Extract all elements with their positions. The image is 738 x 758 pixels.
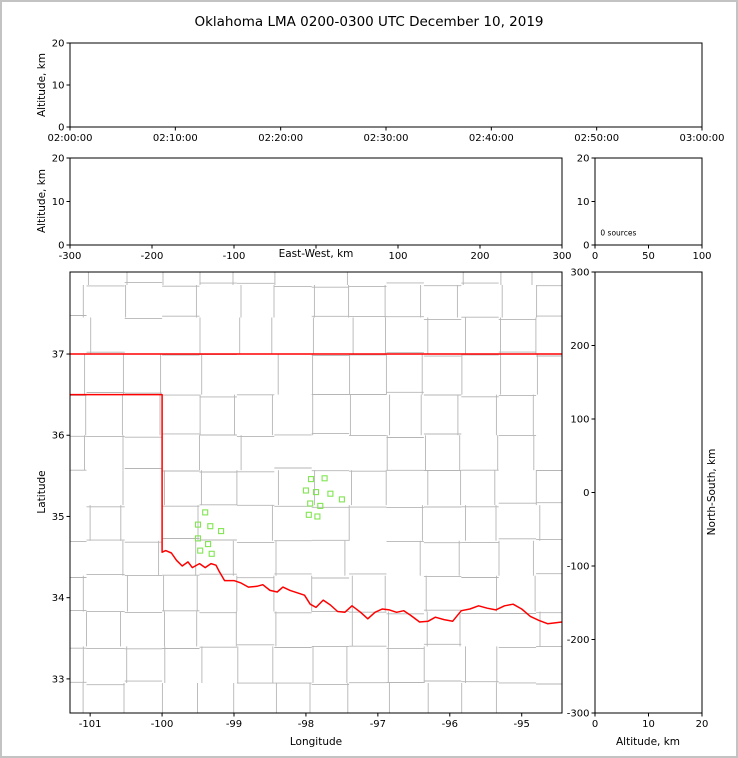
x-tick-label: 02:40:00 xyxy=(469,133,514,144)
alt_time-frame xyxy=(69,42,703,128)
alt_ns-panel: 0 10 20 -300 -200 -100 0 100 200 300 xyxy=(567,268,709,731)
alt_ew-panel: -300 -200 -100 100 200 300 0 10 20 xyxy=(52,154,572,263)
y-tick-label: 10 xyxy=(52,197,65,208)
y-tick-label: 35 xyxy=(52,512,65,523)
station-marker xyxy=(194,521,202,528)
ylabel-altitude-ew-panel: Altitude, km xyxy=(36,168,48,234)
station-marker xyxy=(321,475,328,482)
x-tick-label: -98 xyxy=(298,719,314,730)
y-tick-label: -200 xyxy=(567,635,590,646)
station-marker xyxy=(307,500,314,507)
y-tick-label: 100 xyxy=(570,415,589,426)
station-marker xyxy=(302,487,309,494)
y-tick-label: 37 xyxy=(52,350,65,361)
x-tick-label: 20 xyxy=(696,719,709,730)
x-tick-label: 02:50:00 xyxy=(574,133,619,144)
station-marker xyxy=(205,541,212,548)
x-tick-label: 03:00:00 xyxy=(680,133,725,144)
x-tick-label: -96 xyxy=(442,719,458,730)
x-tick-label: 50 xyxy=(642,251,655,262)
alt_ns-frame xyxy=(594,271,703,714)
xlabel-altitude-ns-panel: Altitude, km xyxy=(615,736,681,748)
x-tick-label: 100 xyxy=(692,251,711,262)
y-tick-label: 20 xyxy=(52,39,65,50)
xlabel-longitude: Longitude xyxy=(289,736,343,748)
county-boundaries xyxy=(70,272,562,713)
y-tick-label: 0 xyxy=(58,241,64,252)
x-tick-label: -97 xyxy=(370,719,386,730)
station-marker xyxy=(208,550,215,557)
x-tick-label: 100 xyxy=(388,251,407,262)
y-tick-label: 0 xyxy=(583,488,589,499)
x-tick-label: -101 xyxy=(79,719,102,730)
station-marker xyxy=(207,523,214,530)
x-tick-label: 10 xyxy=(642,719,655,730)
x-tick-label: 0 xyxy=(592,719,598,730)
station-marker xyxy=(194,535,202,542)
y-tick-label: 20 xyxy=(52,154,65,165)
x-tick-label: -100 xyxy=(151,719,174,730)
x-tick-label: -300 xyxy=(59,251,82,262)
y-tick-label: 10 xyxy=(577,197,590,208)
source-count-annotation: 0 sources xyxy=(600,228,636,237)
x-tick-label: 0 xyxy=(592,251,598,262)
y-tick-label: -300 xyxy=(567,709,590,720)
station-marker xyxy=(338,496,345,503)
x-tick-label: -200 xyxy=(141,251,164,262)
station-marker xyxy=(307,476,315,483)
station-marker xyxy=(202,509,209,516)
x-tick-label: 02:10:00 xyxy=(153,133,198,144)
x-tick-label: -100 xyxy=(223,251,246,262)
alt_hist-panel: 0 sources 0 50 100 0 10 20 xyxy=(577,154,712,263)
station-marker xyxy=(197,547,204,554)
x-tick-label: 200 xyxy=(470,251,489,262)
x-tick-label: -99 xyxy=(226,719,242,730)
y-tick-label: -100 xyxy=(567,562,590,573)
station-marker xyxy=(305,511,312,518)
map-panel: -101 -100 -99 -98 -97 -96 -95 33 34 35 36 37 xyxy=(52,271,563,730)
x-tick-label: 02:30:00 xyxy=(364,133,409,144)
ylabel-altitude-time-panel: Altitude, km xyxy=(36,52,48,118)
station-marker xyxy=(312,489,320,496)
station-marker xyxy=(317,502,324,509)
station-marker xyxy=(314,513,321,520)
y-tick-label: 0 xyxy=(583,241,589,252)
y-tick-label: 10 xyxy=(52,81,65,92)
x-tick-label: -95 xyxy=(514,719,530,730)
state-border-line xyxy=(70,393,562,625)
alt_time-panel: 02:00:00 02:10:00 02:20:00 02:30:00 02:40:00… xyxy=(48,39,725,145)
y-tick-label: 200 xyxy=(570,341,589,352)
ylabel-north-south: North-South, km xyxy=(706,448,718,536)
plot-title: Oklahoma LMA 0200-0300 UTC December 10, … xyxy=(194,14,544,30)
map-frame xyxy=(69,271,563,714)
station-marker xyxy=(218,528,225,535)
y-tick-label: 0 xyxy=(58,123,64,134)
alt_ew-frame xyxy=(69,157,563,246)
station-marker xyxy=(327,490,334,497)
y-tick-label: 20 xyxy=(577,154,590,165)
y-tick-label: 300 xyxy=(570,268,589,279)
x-tick-label: 300 xyxy=(552,251,571,262)
ylabel-latitude: Latitude xyxy=(36,470,48,514)
y-tick-label: 33 xyxy=(52,674,65,685)
xlabel-east-west: East-West, km xyxy=(278,248,354,260)
x-tick-label: 02:00:00 xyxy=(48,133,93,144)
x-tick-label: 02:20:00 xyxy=(258,133,303,144)
y-tick-label: 34 xyxy=(52,593,65,604)
y-tick-label: 36 xyxy=(52,431,65,442)
